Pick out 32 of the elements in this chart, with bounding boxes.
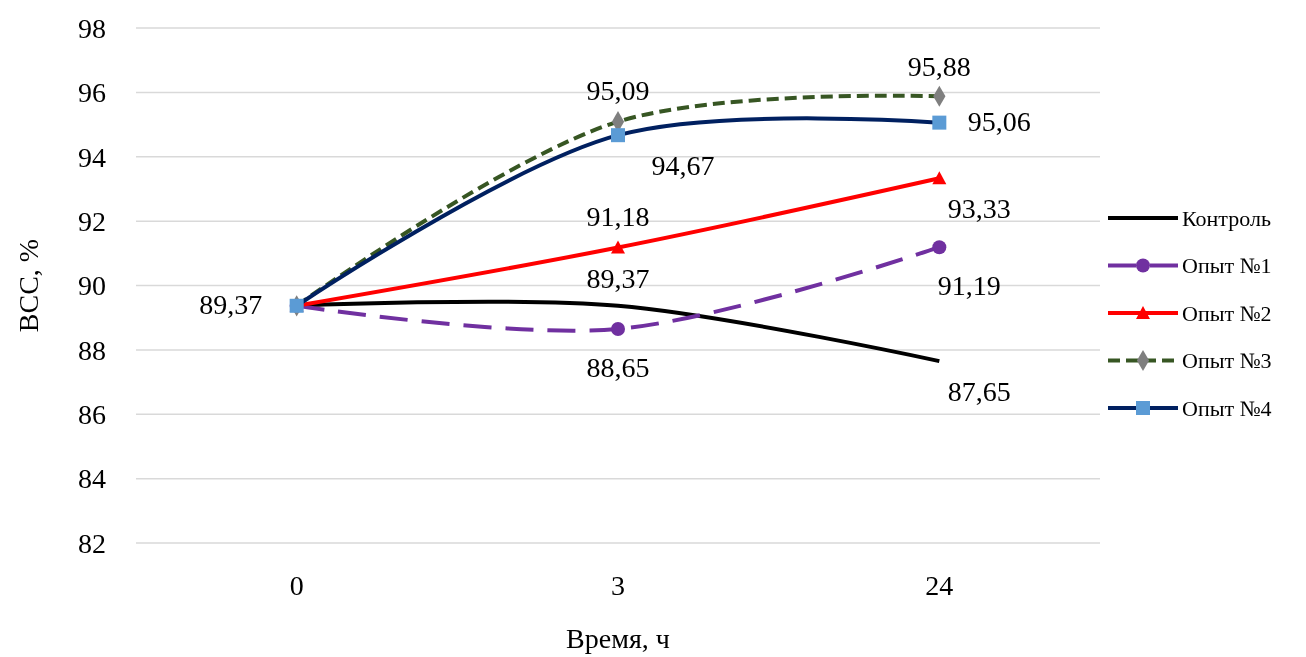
data-label: 94,67 — [651, 150, 715, 182]
x-tick-label: 24 — [925, 570, 954, 601]
y-tick-label: 92 — [78, 205, 106, 237]
y-tick-label: 96 — [78, 77, 106, 109]
y-tick-label: 98 — [78, 12, 106, 44]
x-tick-label: 0 — [289, 570, 304, 601]
y-tick-label: 84 — [78, 463, 106, 495]
y-axis-title: ВСС, % — [13, 238, 44, 333]
data-label: 89,37 — [586, 262, 650, 294]
legend-label: Контроль — [1182, 205, 1271, 231]
data-label: 88,65 — [586, 351, 650, 383]
x-axis-title: Время, ч — [566, 623, 670, 654]
data-label: 95,09 — [586, 74, 650, 106]
data-label: 95,88 — [907, 51, 971, 83]
data-label: 91,18 — [586, 200, 650, 232]
legend-label: Опыт №1 — [1182, 253, 1272, 279]
data-label: 91,19 — [937, 270, 1001, 302]
x-tick-label: 3 — [611, 570, 625, 601]
y-tick-label: 90 — [78, 270, 106, 302]
data-label: 87,65 — [947, 376, 1011, 408]
data-label: 95,06 — [967, 105, 1031, 137]
y-tick-label: 94 — [78, 141, 106, 173]
point — [611, 321, 625, 336]
point — [932, 240, 947, 255]
legend-label: Опыт №2 — [1182, 300, 1272, 326]
y-tick-label: 88 — [78, 334, 106, 366]
data-label: 89,37 — [199, 288, 263, 320]
y-tick-label: 86 — [78, 399, 106, 431]
data-label: 93,33 — [947, 193, 1011, 225]
legend-label: Опыт №3 — [1182, 348, 1272, 374]
legend-label: Опыт №4 — [1182, 395, 1272, 421]
y-tick-label: 82 — [78, 527, 106, 559]
